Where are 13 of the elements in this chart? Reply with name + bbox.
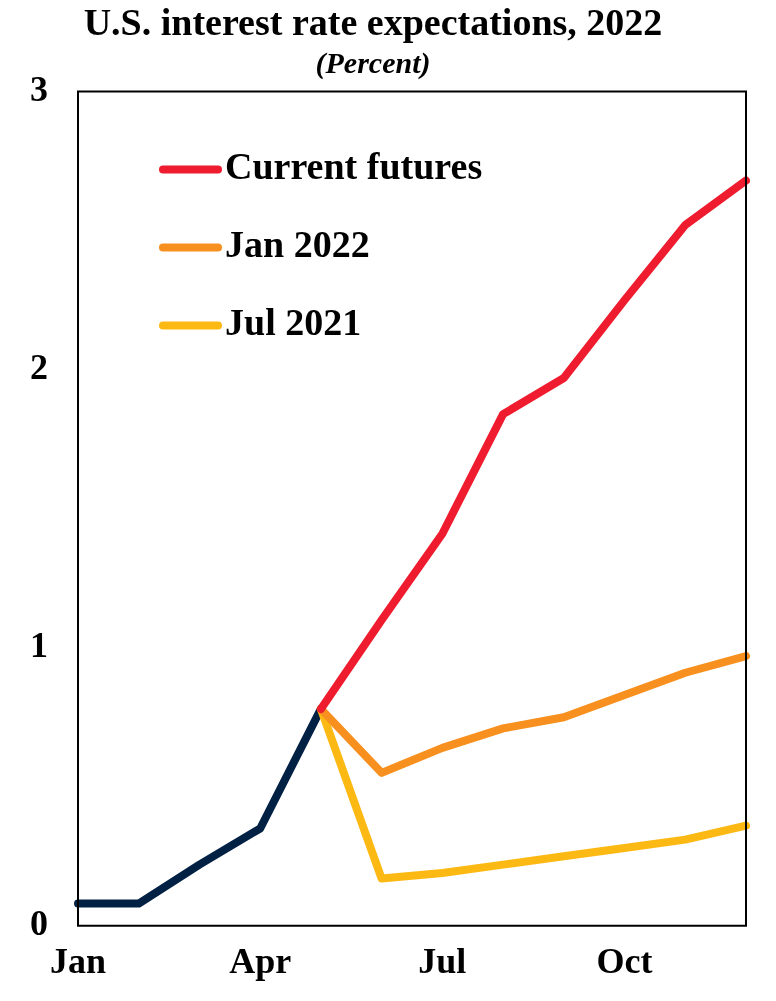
y-tick-label: 3: [30, 68, 48, 109]
x-tick-label: Jan: [49, 940, 107, 981]
x-tick-label: Oct: [596, 940, 653, 981]
legend-label: Current futures: [225, 145, 483, 188]
x-tick-label: Apr: [229, 940, 292, 981]
x-tick-label: Jul: [418, 940, 467, 981]
y-tick-label: 2: [30, 346, 48, 387]
legend-label: Jan 2022: [225, 223, 370, 266]
y-tick-label: 1: [30, 625, 48, 666]
chart-title: U.S. interest rate expectations, 2022: [83, 0, 663, 43]
chart-subtitle: (Percent): [315, 46, 431, 81]
legend-label: Jul 2021: [225, 301, 362, 344]
y-tick-label: 0: [30, 903, 48, 944]
